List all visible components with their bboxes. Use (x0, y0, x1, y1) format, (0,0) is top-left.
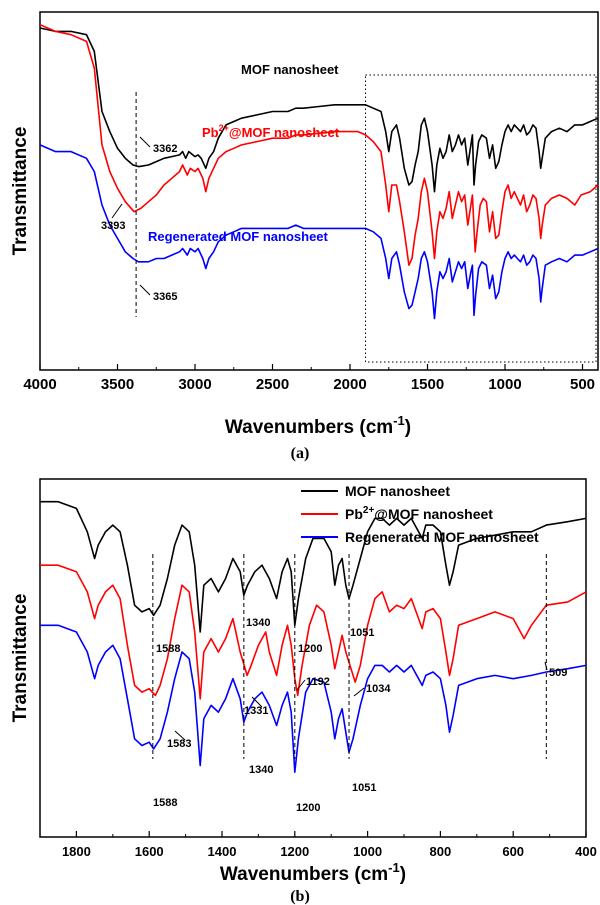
panel-b-x-ticks: 1800 1600 1400 1200 1000 800 600 400 (62, 831, 597, 859)
legend-label-pb-main: @MOF nanosheet (374, 506, 493, 522)
panel-a: 4000 3500 3000 2500 2000 1500 1000 500 Transmit… (10, 11, 599, 462)
panel-b-annot-1588-black: 1588 (156, 643, 180, 655)
panel-a-frame (39, 11, 599, 371)
legend-label-pb: Pb2+@MOF nanosheet (345, 505, 493, 522)
panel-b-xlabel-tail: ) (400, 864, 406, 885)
panel-b-guides (152, 554, 548, 759)
annotation-arrow (139, 284, 151, 296)
panel-b-ylabel: Transmittance (10, 594, 31, 723)
panel-b: 1800 1600 1400 1200 1000 800 600 400 Transmitta… (10, 478, 597, 905)
panel-b-frame (39, 478, 587, 838)
panel-a-label-mof: MOF nanosheet (241, 62, 339, 77)
x-tick-label-1800: 1800 (62, 844, 91, 859)
panel-a-annot-3393: 3393 (101, 220, 125, 232)
panel-b-annot-509: 509 (549, 667, 567, 679)
panel-b-annot-1200-blue: 1200 (296, 802, 320, 814)
panel-b-xlabel: Wavenumbers (cm-1) (220, 860, 406, 885)
annotation-arrow (544, 661, 548, 671)
panel-a-xlabel-sup: -1 (393, 413, 405, 428)
panel-a-xlabel-main: Wavenumbers (cm (225, 417, 393, 438)
series-line-regenerated (39, 144, 599, 320)
legend-label-regen: Regenerated MOF nanosheet (345, 529, 539, 545)
x-tick-label-1500: 1500 (411, 376, 444, 393)
panel-a-xlabel-tail: ) (405, 417, 411, 438)
annotation-arrow (111, 203, 123, 219)
zoom-region-box (365, 74, 597, 363)
annotation-arrow (174, 730, 186, 741)
panel-a-x-ticks: 4000 3500 3000 2500 2000 1500 1000 500 (23, 364, 595, 393)
panel-b-annot-1051-blue: 1051 (352, 782, 376, 794)
x-tick-label-2000: 2000 (333, 376, 366, 393)
series-line-mof (39, 27, 599, 193)
x-tick-label-3000: 3000 (178, 376, 211, 393)
panel-a-label-pb-main: @MOF nanosheet (229, 125, 340, 140)
series-line-regenerated (40, 624, 587, 773)
panel-a-label-pb-sup: 2+ (219, 123, 229, 133)
legend-label-pb-sup: 2+ (363, 505, 375, 516)
annotation-arrow (139, 136, 151, 148)
x-tick-label-1200: 1200 (280, 844, 309, 859)
x-tick-label-800: 800 (430, 844, 452, 859)
panel-b-legend: MOF nanosheet Pb2+@MOF nanosheet Regener… (301, 483, 539, 545)
panel-b-panel-label: (b) (290, 888, 310, 905)
panel-b-annot-1583: 1583 (167, 738, 191, 750)
panel-a-label-pb: Pb2+@MOF nanosheet (202, 123, 340, 140)
series-line-pb-mof (39, 23, 599, 266)
panel-b-annot-1340-blue: 1340 (249, 764, 273, 776)
panel-b-annot-1331: 1331 (244, 705, 268, 717)
x-tick-label-4000: 4000 (23, 376, 56, 393)
panel-a-annot-3365: 3365 (153, 291, 177, 303)
panel-b-annot-1200-black: 1200 (298, 643, 322, 655)
panel-b-annot-1192: 1192 (306, 676, 330, 688)
x-tick-label-1000: 1000 (488, 376, 521, 393)
panel-a-series (39, 23, 599, 320)
panel-b-annot-1034: 1034 (366, 683, 391, 695)
panel-a-panel-label: (a) (291, 445, 310, 462)
x-tick-label-3500: 3500 (101, 376, 134, 393)
panel-a-guides (111, 74, 597, 363)
annotation-arrow (353, 687, 365, 697)
panel-a-label-regen: Regenerated MOF nanosheet (148, 229, 329, 244)
x-tick-label-1600: 1600 (135, 844, 164, 859)
x-tick-label-600: 600 (502, 844, 524, 859)
series-line-pb-mof (40, 564, 587, 700)
x-tick-label-400: 400 (575, 844, 597, 859)
panel-b-annot-1588-blue: 1588 (153, 797, 177, 809)
annotation-arrow (296, 679, 306, 691)
legend-label-mof: MOF nanosheet (345, 483, 450, 499)
x-tick-label-1000: 1000 (353, 844, 382, 859)
x-tick-label-2500: 2500 (256, 376, 289, 393)
panel-b-series (40, 500, 587, 773)
panel-b-xlabel-main: Wavenumbers (cm (220, 864, 388, 885)
x-tick-label-1400: 1400 (208, 844, 237, 859)
panel-b-xlabel-sup: -1 (388, 860, 400, 875)
panel-a-xlabel: Wavenumbers (cm-1) (225, 413, 411, 438)
panel-a-label-pb-prefix: Pb (202, 125, 219, 140)
panel-b-annot-1340-black: 1340 (246, 617, 270, 629)
x-tick-label-500: 500 (570, 376, 595, 393)
legend-label-pb-prefix: Pb (345, 506, 363, 522)
panel-a-ylabel: Transmittance (10, 127, 31, 256)
series-line-mof (40, 500, 587, 633)
panel-b-annot-1051-black: 1051 (350, 627, 374, 639)
panel-a-annot-3362: 3362 (153, 143, 177, 155)
annotation-arrow (251, 696, 263, 708)
